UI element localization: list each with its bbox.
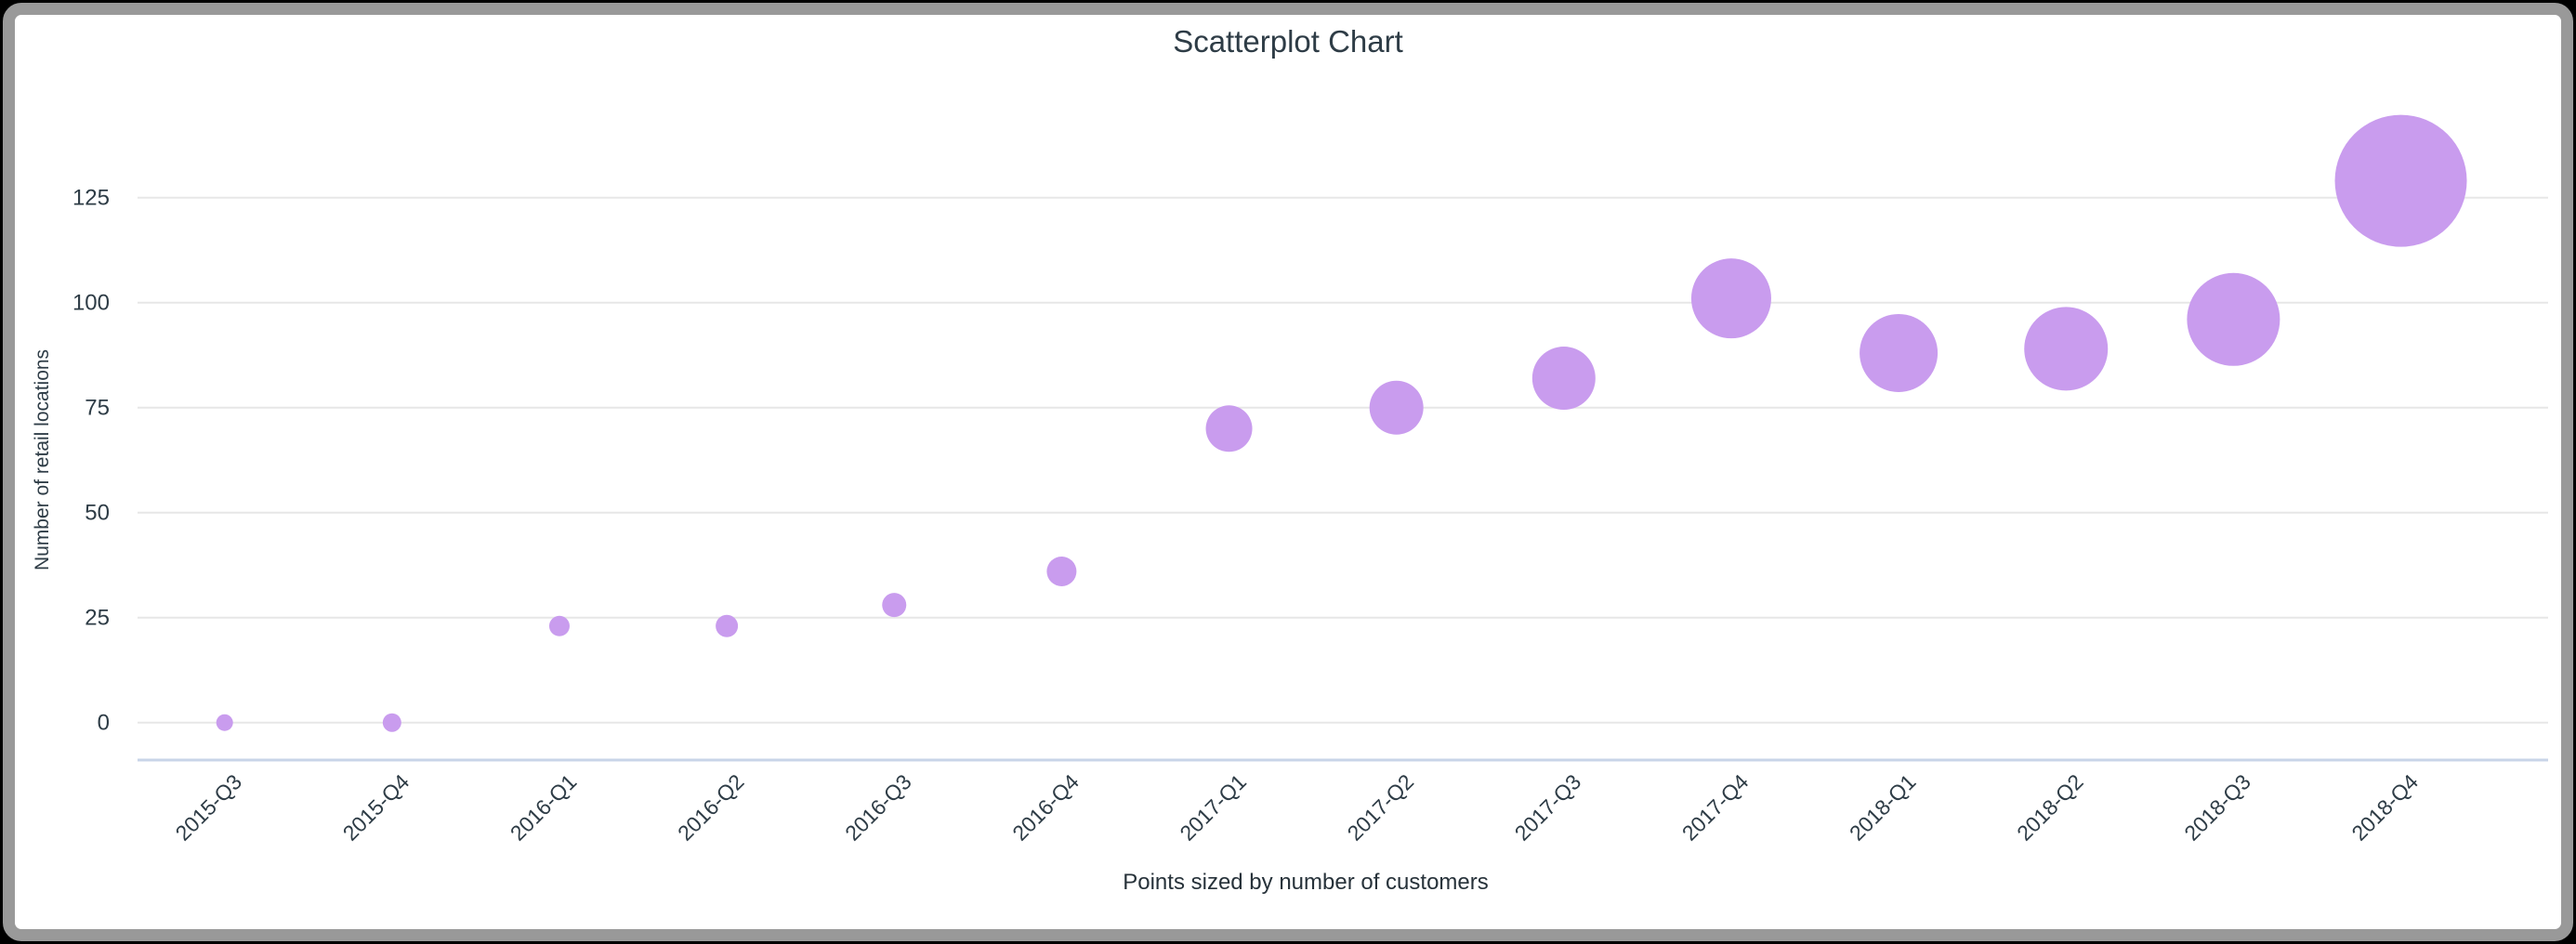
x-tick-label: 2016-Q2 — [673, 769, 749, 846]
data-point-bubble[interactable] — [1205, 405, 1253, 452]
x-tick-label: 2018-Q1 — [1845, 769, 1921, 846]
x-tick-label: 2016-Q4 — [1007, 769, 1084, 846]
x-tick-label: 2016-Q3 — [840, 769, 916, 846]
x-tick-label: 2015-Q3 — [171, 769, 247, 846]
x-tick-label: 2018-Q4 — [2346, 769, 2423, 846]
x-tick-label: 2018-Q2 — [2012, 769, 2088, 846]
data-point-bubble[interactable] — [1531, 347, 1596, 411]
x-tick-label: 2018-Q3 — [2179, 769, 2255, 846]
y-tick-label: 0 — [98, 711, 110, 736]
data-point-bubble[interactable] — [2334, 114, 2467, 247]
y-tick-label: 125 — [72, 186, 110, 211]
x-tick-label: 2017-Q4 — [1677, 769, 1754, 846]
data-point-bubble[interactable] — [1860, 313, 1939, 392]
data-point-bubble[interactable] — [1690, 258, 1771, 339]
chart-caption: Points sized by number of customers — [1123, 870, 1489, 895]
data-point-bubble[interactable] — [548, 615, 570, 636]
x-tick-label: 2017-Q1 — [1175, 769, 1251, 846]
y-tick-label: 25 — [85, 606, 110, 631]
data-point-bubble[interactable] — [382, 713, 401, 732]
data-point-bubble[interactable] — [2024, 307, 2109, 391]
y-tick-label: 75 — [85, 396, 110, 421]
x-tick-label: 2017-Q2 — [1343, 769, 1419, 846]
data-point-bubble[interactable] — [2187, 272, 2280, 366]
chart-card — [3, 3, 2573, 941]
x-tick-label: 2016-Q1 — [506, 769, 582, 846]
chart-title: Scatterplot Chart — [1173, 24, 1403, 59]
x-tick-label: 2015-Q4 — [338, 769, 414, 846]
y-tick-label: 50 — [85, 501, 110, 526]
data-point-bubble[interactable] — [716, 614, 739, 637]
y-tick-label: 100 — [72, 291, 110, 316]
data-point-bubble[interactable] — [1046, 556, 1077, 586]
data-point-bubble[interactable] — [216, 714, 233, 731]
data-point-bubble[interactable] — [1369, 380, 1424, 435]
data-point-bubble[interactable] — [882, 593, 907, 618]
x-tick-label: 2017-Q3 — [1510, 769, 1586, 846]
